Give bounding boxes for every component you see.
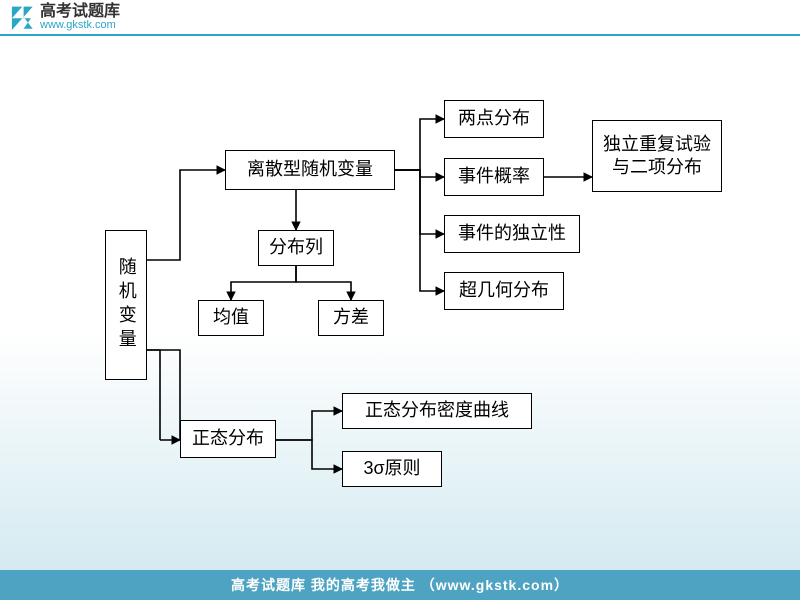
node-discrete: 离散型随机变量 — [225, 150, 395, 190]
brand-url: www.gkstk.com — [40, 20, 120, 31]
node-sigma: 3σ原则 — [342, 451, 442, 487]
node-distlist: 分布列 — [258, 230, 334, 266]
node-density: 正态分布密度曲线 — [342, 393, 532, 429]
node-root: 随机变量 — [105, 230, 147, 380]
node-twopoint: 两点分布 — [444, 100, 544, 138]
site-footer: 高考试题库 我的高考我做主 （www.gkstk.com） — [0, 570, 800, 600]
node-evprob: 事件概率 — [444, 158, 544, 196]
brand-logo-icon — [8, 4, 34, 30]
site-header: 高考试题库 www.gkstk.com — [0, 0, 800, 36]
node-indep: 事件的独立性 — [444, 215, 580, 253]
brand-text: 高考试题库 www.gkstk.com — [40, 4, 120, 31]
brand-title: 高考试题库 — [40, 4, 120, 20]
node-binom: 独立重复试验与二项分布 — [592, 120, 722, 192]
concept-diagram: 随机变量 离散型随机变量分布列均值 方差正态分布 正态分布密度曲线 3σ原则 两点分布事件… — [0, 36, 800, 564]
footer-text: 高考试题库 我的高考我做主 （www.gkstk.com） — [231, 575, 569, 595]
node-mean: 均值 — [198, 300, 264, 336]
node-variance: 方差 — [318, 300, 384, 336]
node-normal: 正态分布 — [180, 420, 276, 458]
node-hyper: 超几何分布 — [444, 272, 564, 310]
